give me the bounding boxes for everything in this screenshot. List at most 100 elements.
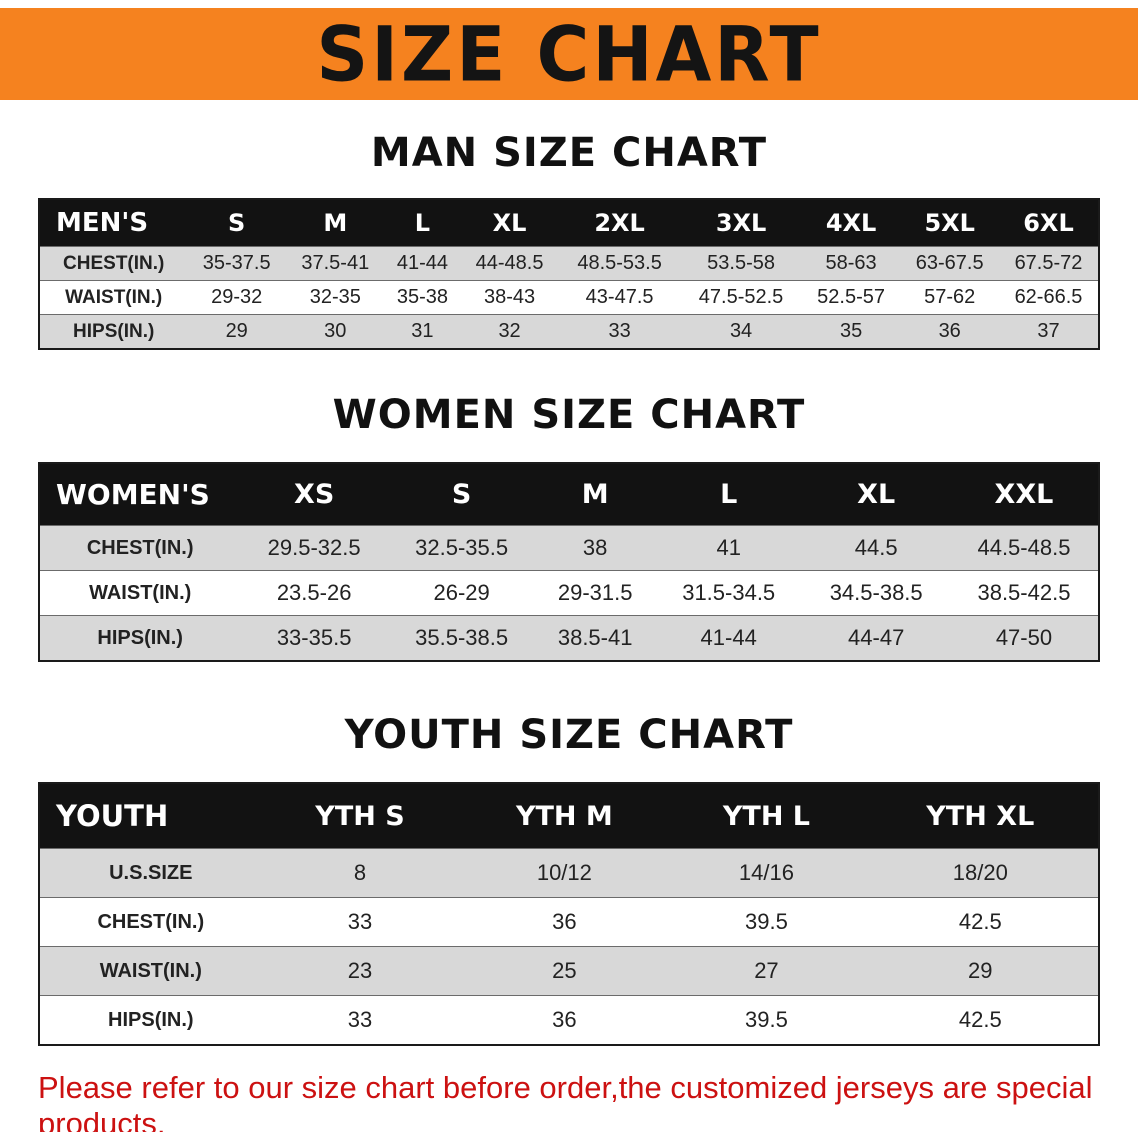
row-label: CHEST(IN.): [39, 525, 241, 571]
size-value-cell: 23: [261, 946, 459, 996]
size-value-cell: 34: [680, 314, 802, 349]
size-value-cell: 25: [458, 946, 671, 996]
size-column-header: M: [535, 463, 655, 526]
size-column-header: S: [387, 463, 536, 526]
size-value-cell: 62-66.5: [998, 280, 1099, 315]
size-value-cell: 18/20: [862, 848, 1099, 898]
size-column-header: YTH S: [261, 783, 459, 849]
table-row: WAIST(IN.) 23 25 27 29: [39, 946, 1099, 996]
footer-note: Please refer to our size chart before or…: [38, 1070, 1110, 1132]
table-header-row: WOMEN'S XS S M L XL XXL: [39, 463, 1099, 526]
size-column-header: S: [187, 199, 286, 247]
size-value-cell: 32-35: [285, 280, 385, 315]
size-value-cell: 27: [670, 946, 863, 996]
table-header-row: YOUTH YTH S YTH M YTH L YTH XL: [39, 783, 1099, 849]
size-column-header: XXL: [949, 463, 1099, 526]
table-row: CHEST(IN.) 29.5-32.5 32.5-35.5 38 41 44.5 44.5…: [39, 525, 1099, 571]
table-row: HIPS(IN.) 33 36 39.5 42.5: [39, 995, 1099, 1045]
size-value-cell: 47.5-52.5: [680, 280, 802, 315]
table-category-header: MEN'S: [39, 199, 188, 247]
size-value-cell: 38.5-42.5: [949, 570, 1099, 616]
size-column-header: 6XL: [998, 199, 1099, 247]
size-value-cell: 41: [654, 525, 803, 571]
row-label: WAIST(IN.): [39, 946, 262, 996]
section-youth: YOUTH SIZE CHART YOUTH YTH S YTH M YTH L YTH…: [0, 712, 1138, 1046]
size-value-cell: 38-43: [460, 280, 559, 315]
size-value-cell: 8: [261, 848, 459, 898]
size-column-header: 5XL: [900, 199, 999, 247]
section-men: MAN SIZE CHART MEN'S S M L XL 2XL 3XL 4XL 5XL 6XL…: [0, 130, 1138, 350]
size-value-cell: 23.5-26: [240, 570, 388, 616]
size-chart-banner: SIZE CHART: [0, 8, 1138, 100]
size-value-cell: 33: [261, 995, 459, 1045]
table-row: WAIST(IN.) 29-32 32-35 35-38 38-43 43-47.5 47.…: [39, 280, 1099, 315]
size-value-cell: 35: [801, 314, 901, 349]
size-value-cell: 43-47.5: [558, 280, 681, 315]
youth-size-table: YOUTH YTH S YTH M YTH L YTH XL U.S.SIZE 8 10/12…: [38, 782, 1100, 1046]
size-column-header: L: [654, 463, 803, 526]
men-size-table: MEN'S S M L XL 2XL 3XL 4XL 5XL 6XL CHEST(IN.) 35-37…: [38, 198, 1100, 350]
size-column-header: 4XL: [801, 199, 901, 247]
size-value-cell: 30: [285, 314, 385, 349]
size-column-header: 3XL: [680, 199, 802, 247]
size-value-cell: 52.5-57: [801, 280, 901, 315]
table-row: U.S.SIZE 8 10/12 14/16 18/20: [39, 848, 1099, 898]
size-value-cell: 36: [458, 897, 671, 947]
size-column-header: YTH XL: [862, 783, 1099, 849]
size-value-cell: 35-37.5: [187, 246, 286, 281]
size-value-cell: 37.5-41: [285, 246, 385, 281]
size-column-header: 2XL: [558, 199, 681, 247]
table-row: CHEST(IN.) 35-37.5 37.5-41 41-44 44-48.5 48.5…: [39, 246, 1099, 281]
size-value-cell: 39.5: [670, 897, 863, 947]
size-column-header: XL: [460, 199, 559, 247]
row-label: WAIST(IN.): [39, 280, 188, 315]
size-value-cell: 44.5: [802, 525, 950, 571]
size-value-cell: 53.5-58: [680, 246, 802, 281]
size-value-cell: 38.5-41: [535, 615, 655, 661]
size-column-header: YTH M: [458, 783, 671, 849]
size-value-cell: 41-44: [384, 246, 461, 281]
size-value-cell: 36: [458, 995, 671, 1045]
size-value-cell: 36: [900, 314, 999, 349]
banner-title: SIZE CHART: [316, 9, 822, 99]
table-row: HIPS(IN.) 29 30 31 32 33 34 35 36 37: [39, 314, 1099, 349]
table-row: HIPS(IN.) 33-35.5 35.5-38.5 38.5-41 41-44 44-…: [39, 615, 1099, 661]
size-value-cell: 58-63: [801, 246, 901, 281]
women-table-wrap: WOMEN'S XS S M L XL XXL CHEST(IN.) 29.5-32.5 32.5…: [38, 462, 1100, 662]
size-value-cell: 41-44: [654, 615, 803, 661]
size-value-cell: 31: [384, 314, 461, 349]
size-value-cell: 29: [862, 946, 1099, 996]
size-value-cell: 33-35.5: [240, 615, 388, 661]
size-value-cell: 44-48.5: [460, 246, 559, 281]
size-value-cell: 32.5-35.5: [387, 525, 536, 571]
men-table-wrap: MEN'S S M L XL 2XL 3XL 4XL 5XL 6XL CHEST(IN.) 35-37…: [38, 198, 1100, 350]
row-label: HIPS(IN.): [39, 314, 188, 349]
size-value-cell: 37: [998, 314, 1099, 349]
row-label: U.S.SIZE: [39, 848, 262, 898]
size-value-cell: 29-32: [187, 280, 286, 315]
size-value-cell: 63-67.5: [900, 246, 999, 281]
table-category-header: WOMEN'S: [39, 463, 241, 526]
size-value-cell: 26-29: [387, 570, 536, 616]
youth-table-wrap: YOUTH YTH S YTH M YTH L YTH XL U.S.SIZE 8 10/12…: [38, 782, 1100, 1046]
table-row: CHEST(IN.) 33 36 39.5 42.5: [39, 897, 1099, 947]
size-value-cell: 34.5-38.5: [802, 570, 950, 616]
row-label: HIPS(IN.): [39, 995, 262, 1045]
size-value-cell: 35.5-38.5: [387, 615, 536, 661]
row-label: CHEST(IN.): [39, 897, 262, 947]
size-value-cell: 44-47: [802, 615, 950, 661]
size-value-cell: 33: [261, 897, 459, 947]
size-column-header: L: [384, 199, 461, 247]
size-value-cell: 44.5-48.5: [949, 525, 1099, 571]
size-value-cell: 57-62: [900, 280, 999, 315]
size-column-header: YTH L: [670, 783, 863, 849]
size-value-cell: 29.5-32.5: [240, 525, 388, 571]
table-category-header: YOUTH: [39, 783, 262, 849]
table-row: WAIST(IN.) 23.5-26 26-29 29-31.5 31.5-34.5 34…: [39, 570, 1099, 616]
men-section-title: MAN SIZE CHART: [370, 130, 768, 176]
size-column-header: XL: [802, 463, 950, 526]
size-column-header: M: [285, 199, 385, 247]
size-value-cell: 32: [460, 314, 559, 349]
section-women: WOMEN SIZE CHART WOMEN'S XS S M L XL XXL CHEST(…: [0, 392, 1138, 662]
